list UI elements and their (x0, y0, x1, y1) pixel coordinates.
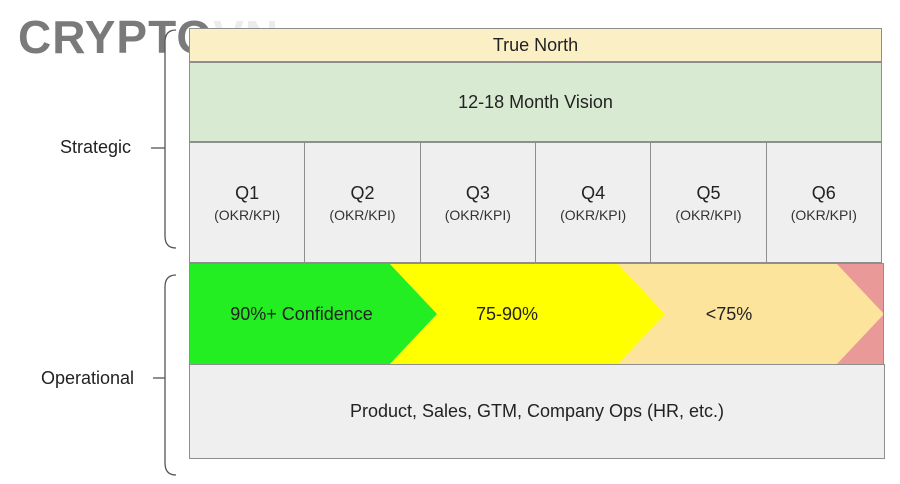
true-north-bar: True North (189, 28, 882, 62)
confidence-label-high: 90%+ Confidence (230, 303, 373, 324)
quarter-label: Q1 (235, 182, 260, 203)
quarter-sub: (OKR/KPI) (214, 206, 281, 223)
strategic-label: Strategic (60, 137, 132, 157)
quarter-sub: (OKR/KPI) (329, 206, 396, 223)
operational-label: Operational (41, 368, 135, 388)
quarter-sub: (OKR/KPI) (444, 206, 511, 223)
confidence-chevrons (189, 263, 884, 365)
watermark-text-main: CRYPTO (18, 11, 214, 63)
quarter-cell: Q5 (OKR/KPI) (651, 142, 767, 263)
confidence-segment-orange (614, 263, 884, 365)
true-north-label: True North (492, 34, 579, 55)
quarter-cell: Q1 (OKR/KPI) (189, 142, 306, 263)
vision-label: 12-18 Month Vision (458, 91, 613, 112)
confidence-band: 90%+ Confidence 75-90% <75% (189, 263, 884, 365)
quarter-label: Q2 (350, 182, 375, 203)
confidence-segment-green (189, 263, 437, 365)
strategic-bracket (164, 29, 177, 249)
operational-bracket (164, 274, 177, 476)
quarter-sub: (OKR/KPI) (790, 206, 857, 223)
quarter-cell: Q3 (OKR/KPI) (420, 142, 536, 263)
quarter-cell: Q2 (OKR/KPI) (305, 142, 421, 263)
quarter-label: Q3 (465, 182, 490, 203)
quarter-cell: Q6 (OKR/KPI) (766, 142, 882, 263)
quarters-row: Q1 (OKR/KPI) Q2 (OKR/KPI) Q3 (OKR/KPI) Q… (189, 142, 882, 263)
vision-bar: 12-18 Month Vision (189, 62, 882, 142)
operations-label: Product, Sales, GTM, Company Ops (HR, et… (349, 401, 725, 421)
quarter-label: Q5 (696, 182, 721, 203)
quarter-sub: (OKR/KPI) (560, 206, 627, 223)
quarter-cell: Q4 (OKR/KPI) (535, 142, 652, 263)
operations-bar: Product, Sales, GTM, Company Ops (HR, et… (189, 364, 885, 459)
quarter-label: Q6 (811, 182, 836, 203)
quarter-sub: (OKR/KPI) (675, 206, 742, 223)
quarter-label: Q4 (581, 182, 606, 203)
confidence-label-low: <75% (705, 303, 753, 324)
confidence-segment-yellow (389, 263, 665, 365)
confidence-label-mid: 75-90% (475, 303, 539, 324)
